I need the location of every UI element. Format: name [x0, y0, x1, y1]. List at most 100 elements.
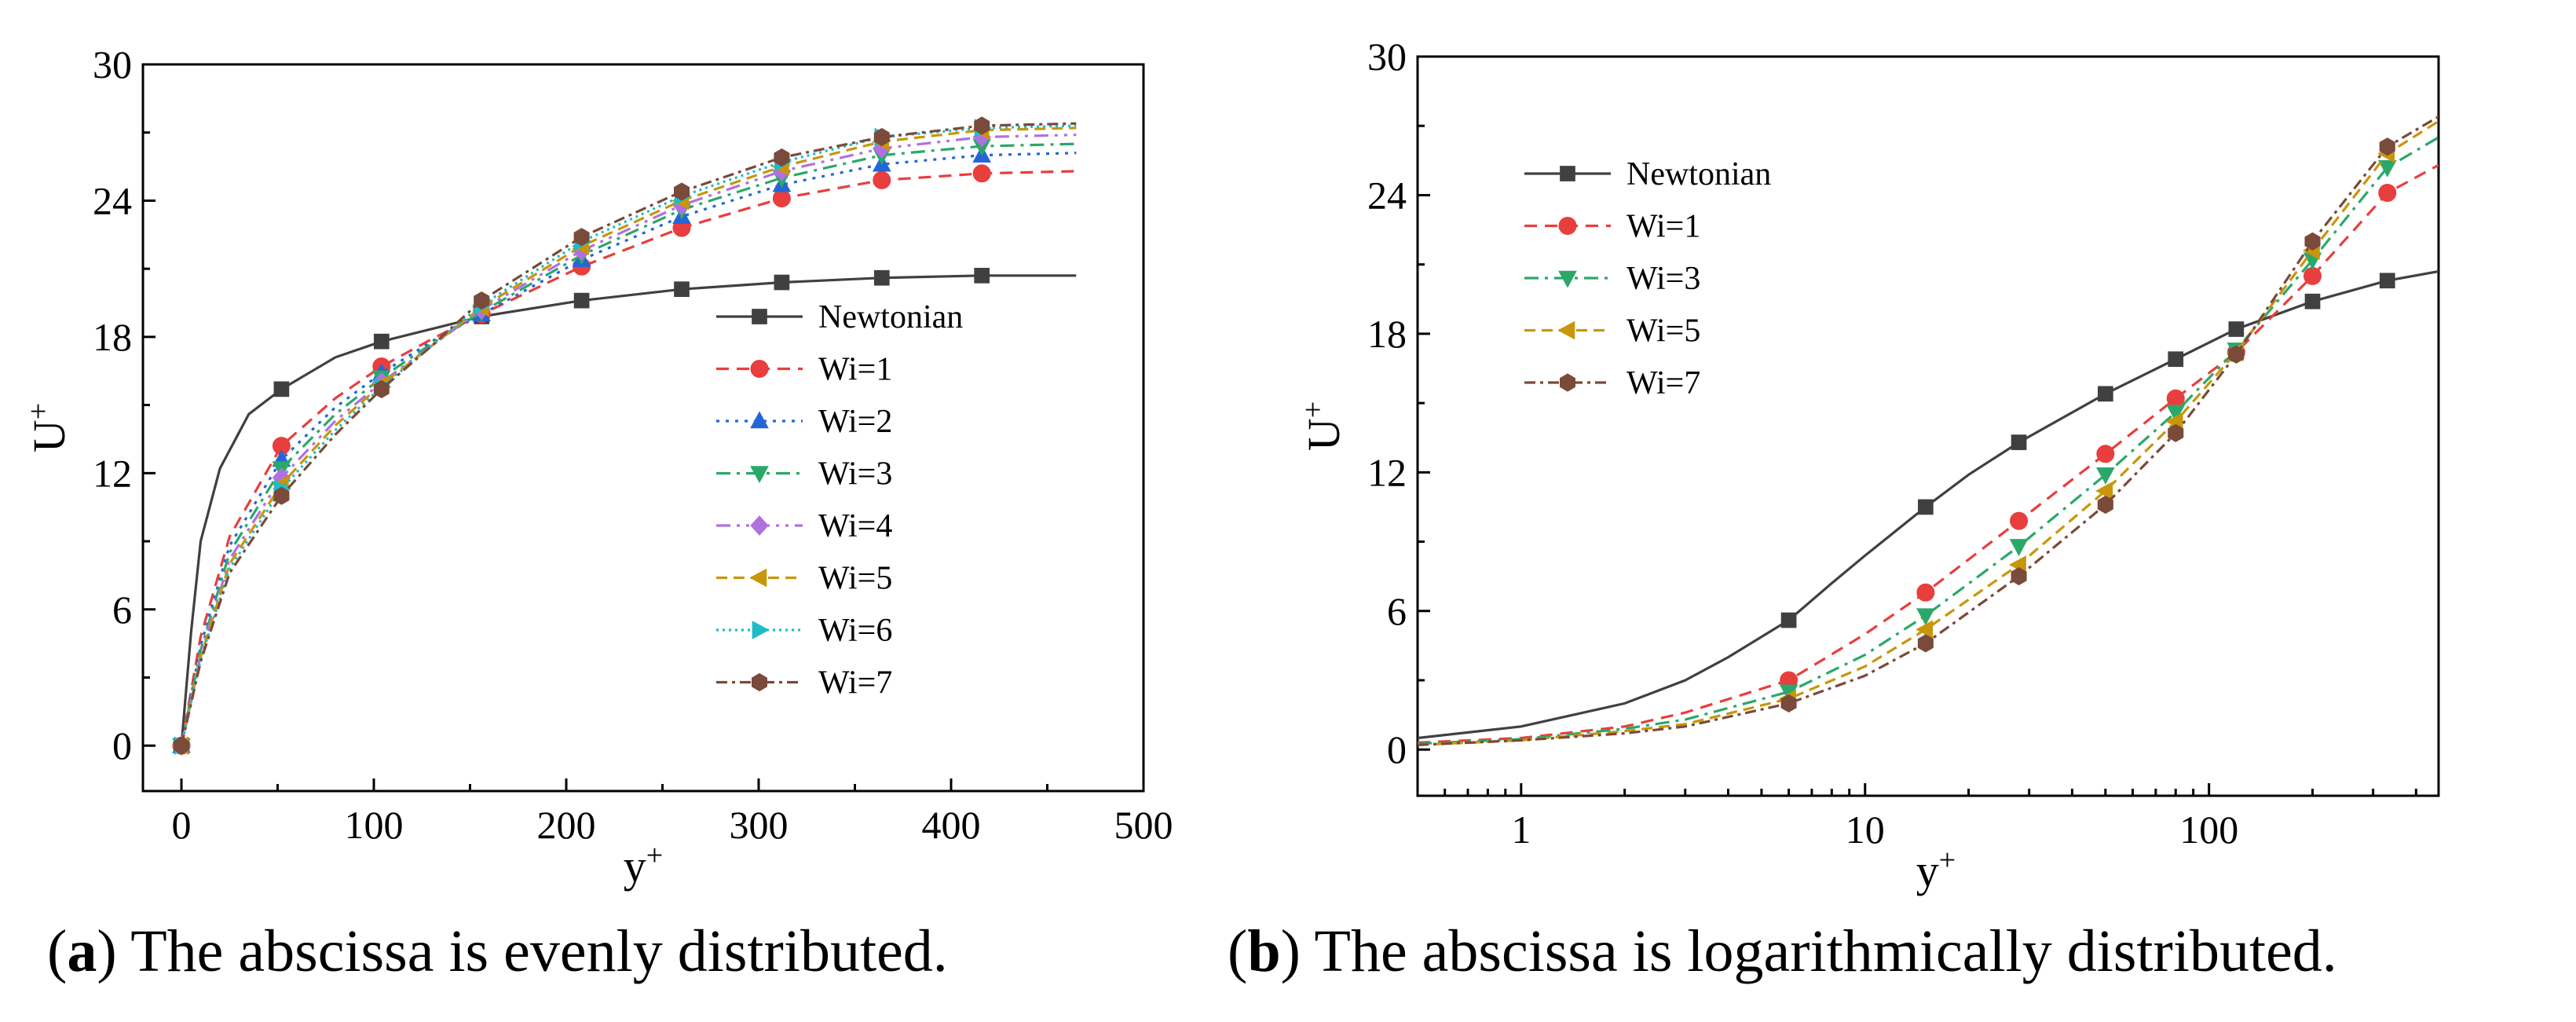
- series-line: [180, 142, 1077, 746]
- data-point: [2168, 423, 2184, 442]
- data-point: [674, 281, 690, 298]
- series-line: [180, 124, 1077, 746]
- data-point: [2166, 389, 2185, 408]
- legend-marker: [1560, 373, 1575, 392]
- chart-b: 0 6 12 18 24 30 1 10 100 y+ U+ Newtonian Wi=1 Wi=3 Wi=…: [1297, 35, 2440, 896]
- y-tick-label: 30: [93, 42, 132, 86]
- y-tick-label: 6: [112, 588, 132, 632]
- data-point: [873, 170, 891, 189]
- y-tick-label: 24: [1367, 173, 1407, 217]
- legend-marker: [749, 568, 767, 588]
- data-point: [1780, 694, 1797, 712]
- legend-marker: [1557, 321, 1575, 340]
- x-tick-label: 100: [345, 803, 404, 847]
- caption-a-letter: a: [67, 918, 97, 984]
- data-point: [873, 269, 890, 286]
- series-line: [180, 152, 1077, 746]
- data-point: [2096, 467, 2115, 485]
- data-point: [873, 127, 890, 147]
- x-tick-label: 500: [1114, 803, 1173, 847]
- series-newtonian: [174, 267, 1077, 754]
- x-axis-title: y+: [1916, 844, 1956, 896]
- data-point: [573, 228, 590, 247]
- legend-label: Wi=2: [818, 404, 892, 440]
- data-point: [2304, 232, 2321, 251]
- x-tick-label: 10: [1846, 808, 1885, 852]
- legend-label: Wi=7: [818, 665, 892, 701]
- legend-label: Wi=6: [818, 613, 892, 649]
- y-tick-label: 24: [93, 178, 132, 222]
- data-point: [2095, 481, 2113, 500]
- legend-label: Newtonian: [1626, 156, 1771, 192]
- legend-marker: [750, 360, 769, 378]
- legend-label: Wi=7: [1626, 365, 1700, 401]
- y-axis-title: U+: [22, 403, 75, 452]
- legend-label: Wi=5: [1626, 313, 1700, 350]
- caption-b-letter: b: [1247, 918, 1281, 984]
- x-axis-title: y+: [624, 839, 663, 892]
- series-wi-7: [1418, 115, 2439, 746]
- data-point: [2379, 273, 2395, 289]
- data-point: [772, 189, 791, 208]
- plot-frame: [141, 63, 1145, 793]
- plot-frame: [1416, 55, 2440, 797]
- data-point: [1916, 620, 1934, 639]
- legend-marker: [752, 621, 770, 639]
- data-point: [1916, 608, 1935, 626]
- chart-panel-b: 0 6 12 18 24 30 1 10 100 y+ U+ Newtonian Wi=1 Wi=3 Wi=…: [1225, 0, 2576, 1022]
- series-wi-6: [174, 119, 1077, 756]
- legend-marker: [1558, 217, 1577, 235]
- series-wi-5: [1418, 119, 2439, 746]
- data-point: [474, 291, 490, 310]
- data-point: [273, 381, 290, 397]
- legend-label: Wi=5: [818, 561, 892, 597]
- series-wi-3: [1418, 136, 2439, 745]
- y-tick-label: 18: [1367, 312, 1407, 356]
- y-tick-label: 18: [93, 315, 132, 359]
- series-wi-1: [1418, 163, 2439, 744]
- data-point: [1780, 612, 1797, 628]
- data-point: [2096, 445, 2115, 463]
- series-line: [1418, 136, 2439, 745]
- legend-label: Wi=3: [818, 456, 892, 493]
- data-point: [2228, 321, 2245, 337]
- legend-label: Wi=1: [1626, 209, 1700, 245]
- caption-b: (b) The abscissa is logarithmically dist…: [1228, 918, 2337, 984]
- series-wi-5: [171, 120, 1077, 756]
- data-point: [2379, 137, 2395, 156]
- data-point: [972, 164, 991, 183]
- data-point: [1917, 634, 1934, 653]
- y-tick-label: 30: [1367, 35, 1407, 79]
- data-point: [174, 736, 189, 755]
- data-point: [2377, 159, 2397, 178]
- series-line: [180, 122, 1077, 746]
- caption-a-text: ) The abscissa is evenly distributed.: [97, 918, 948, 984]
- series-line: [180, 134, 1077, 746]
- legend-marker: [1558, 270, 1577, 288]
- x-tick-label: 400: [922, 803, 981, 847]
- x-tick-label: 0: [172, 803, 192, 847]
- x-tick-label: 200: [537, 803, 596, 847]
- data-point: [2303, 266, 2322, 285]
- legend-label: Wi=3: [1626, 261, 1700, 297]
- legend-marker: [750, 411, 769, 429]
- data-point: [974, 267, 990, 284]
- data-point: [273, 486, 290, 505]
- y-tick-label: 12: [93, 451, 132, 495]
- data-point: [2304, 293, 2321, 310]
- legend-label: Wi=4: [818, 508, 892, 544]
- data-point: [974, 116, 990, 135]
- legend-marker: [750, 515, 769, 536]
- series-newtonian: [1418, 269, 2439, 740]
- data-point: [2168, 351, 2184, 368]
- legend: Newtonian Wi=1 Wi=3 Wi=5 Wi=7: [1524, 156, 1771, 401]
- data-point: [2011, 434, 2027, 450]
- legend-marker: [1560, 166, 1575, 181]
- legend-marker: [752, 309, 767, 324]
- y-axis-title: U+: [1297, 401, 1349, 451]
- x-tick-label: 300: [730, 803, 789, 847]
- series-line: [180, 274, 1077, 746]
- data-point: [2010, 511, 2029, 530]
- data-point: [2378, 183, 2397, 202]
